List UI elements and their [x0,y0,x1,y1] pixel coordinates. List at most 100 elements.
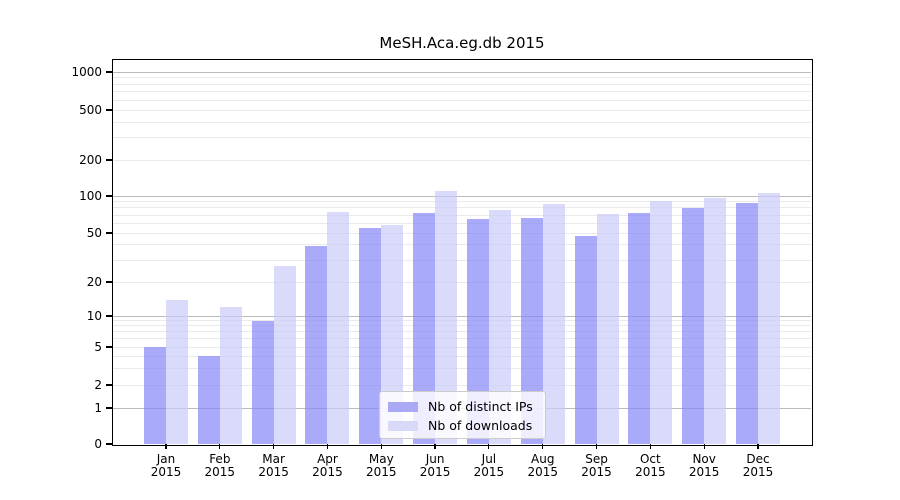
gridline-minor [113,232,811,234]
gridline-minor [113,320,811,322]
legend-swatch-downloads-icon [388,420,418,431]
x-tick-month: Mar [262,452,285,466]
x-tick-year: 2015 [688,464,720,479]
legend-label-distinct-ips: Nb of distinct IPs [428,399,533,414]
y-tick-label: 50 [86,226,102,240]
bar-distinct-ips-nov [682,207,705,444]
bar-downloads-nov [704,197,727,444]
x-tick-year: 2015 [419,464,451,479]
gridline-minor [113,222,811,224]
x-tick-month: Feb [209,452,231,466]
y-tick-label: 2 [94,378,102,392]
x-tick-label: Nov 2015 [677,453,731,478]
x-tick-label: Jan 2015 [139,453,193,478]
gridline-minor [113,259,811,261]
y-tick-mark [106,232,112,234]
x-tick-month: Nov [692,452,716,466]
gridline-minor [113,77,811,79]
gridline-minor [113,159,811,161]
x-tick-year: 2015 [258,464,289,479]
y-tick-label: 100 [79,189,102,203]
y-tick-mark [106,109,112,111]
gridline-minor [113,384,811,386]
bar-distinct-ips-sep [574,236,597,444]
x-tick-month: Apr [317,452,338,466]
gridline-minor [113,346,811,348]
y-tick-label: 200 [79,153,102,167]
gridline-minor [113,331,811,333]
y-tick-mark [106,346,112,348]
bar-distinct-ips-mar [251,320,274,444]
y-tick-label: 10 [86,309,102,323]
x-tick-mark [273,444,275,449]
x-tick-label: Oct 2015 [623,453,677,478]
x-tick-mark [542,444,544,449]
x-tick-month: Dec [746,452,770,466]
gridline-minor [113,214,811,216]
y-tick-mark [106,407,112,409]
bar-downloads-aug [542,204,565,444]
x-tick-label: Mar 2015 [247,453,301,478]
gridline-minor [113,367,811,369]
legend: Nb of distinct IPs Nb of downloads [379,391,546,439]
bar-distinct-ips-jan [144,347,166,444]
y-tick-mark [106,159,112,161]
gridline-minor [113,99,811,101]
x-tick-mark [649,444,651,449]
gridline-minor [113,83,811,85]
x-tick-year: 2015 [312,464,343,479]
x-tick-year: 2015 [204,464,236,479]
bar-downloads-oct [650,201,673,444]
legend-swatch-distinct-ips-icon [388,401,418,412]
x-tick-year: 2015 [742,464,774,479]
gridline-minor [113,109,811,111]
x-tick-mark [757,444,759,449]
bar-downloads-dec [758,192,780,444]
plot-area [111,58,813,446]
gridline-minor [113,201,811,203]
x-tick-mark [165,444,167,449]
y-tick-label: 500 [79,103,102,117]
x-tick-mark [326,444,329,449]
bar-distinct-ips-oct [628,212,651,444]
x-tick-label: Aug 2015 [516,453,570,478]
gridline-major [113,71,811,73]
gridline-minor [113,137,811,139]
x-tick-mark [703,444,705,449]
x-tick-label: Sep 2015 [570,453,624,478]
bar-distinct-ips-may [359,227,382,444]
x-tick-label: Apr 2015 [300,453,354,478]
gridline-minor [113,121,811,123]
bar-downloads-sep [596,213,619,444]
bar-downloads-jan [166,299,188,444]
x-tick-year: 2015 [365,464,397,479]
bar-distinct-ips-dec [736,202,758,444]
x-tick-month: Sep [585,452,608,466]
x-tick-year: 2015 [150,464,182,479]
x-tick-label: May 2015 [354,453,408,478]
gridline-major [113,195,811,197]
gridline-minor [113,355,811,357]
bar-distinct-ips-apr [305,246,328,444]
gridline-minor [113,207,811,209]
y-tick-label: 5 [94,340,102,354]
legend-row-distinct-ips: Nb of distinct IPs [388,397,537,416]
bar-downloads-apr [327,212,350,444]
y-tick-label: 0 [94,437,102,451]
y-tick-mark [106,281,112,283]
x-tick-month: Jan [156,452,176,466]
x-tick-year: 2015 [527,464,558,479]
bar-downloads-may [381,225,404,444]
bar-downloads-jul [488,209,511,444]
bar-downloads-feb [219,307,242,444]
gridline-minor [113,91,811,93]
y-tick-mark [106,71,112,73]
x-tick-year: 2015 [635,464,666,479]
gridline-minor [113,281,811,283]
gridline-minor [113,325,811,327]
x-tick-month: Oct [639,452,661,466]
x-tick-mark [380,444,382,449]
chart-title: MeSH.Aca.eg.db 2015 [379,34,545,52]
y-tick-mark [106,315,112,317]
